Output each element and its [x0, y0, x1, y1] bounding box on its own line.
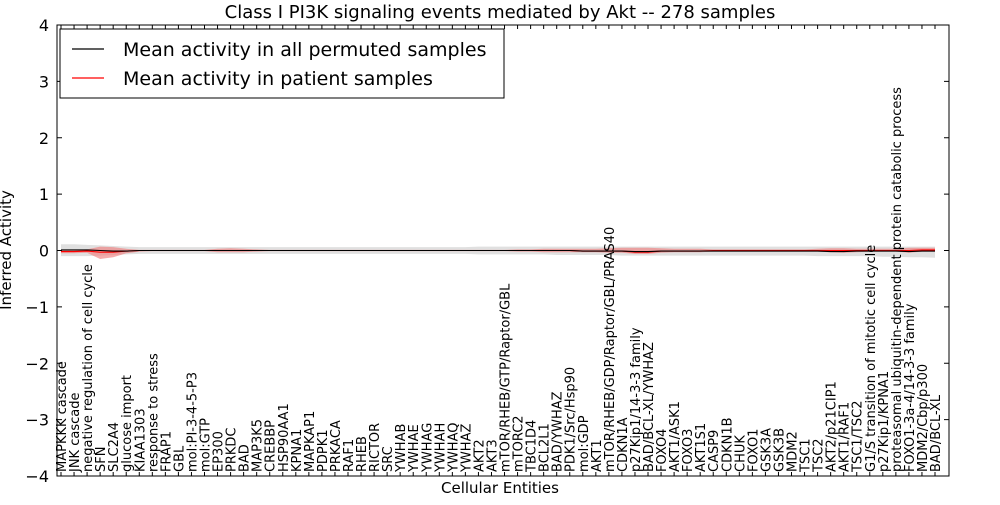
x-category-label: TSC2: [812, 438, 827, 473]
x-category-label: AKT3: [486, 439, 501, 472]
y-tick-label: 1: [39, 185, 49, 204]
x-category-label: AKT1: [590, 439, 605, 472]
x-category-label: GSK3A: [759, 428, 774, 472]
y-tick-label: 3: [39, 72, 49, 91]
series-lines: [61, 249, 935, 253]
x-category-label: YWHAH: [433, 423, 448, 473]
x-category-label: mol:GTP: [199, 418, 214, 472]
x-category-label: mol:PI-3-4-5-P3: [185, 372, 200, 472]
x-category-label: G1/S transition of mitotic cell cycle: [864, 245, 879, 472]
x-category-label: RAF1: [342, 439, 357, 472]
x-category-label: AKT1/ASK1: [668, 401, 683, 472]
y-tick-label: −1: [25, 298, 49, 317]
x-category-label: FOXO1: [746, 429, 761, 472]
y-tick-label: 4: [39, 16, 49, 35]
x-category-label: mTORC2: [512, 415, 527, 472]
x-category-label: MAPKAP1: [303, 411, 318, 472]
x-category-label: YWHAE: [407, 424, 422, 473]
x-category-label: negative regulation of cell cycle: [81, 264, 96, 472]
x-category-label: glucose import: [120, 375, 135, 472]
x-category-label: CREBBP: [264, 420, 279, 472]
x-category-label: proteasomal ubiquitin-dependent protein …: [890, 87, 905, 472]
x-category-label: GSK3B: [773, 428, 788, 472]
x-category-label: AKT2: [472, 439, 487, 472]
x-category-label: YWHAG: [420, 423, 435, 473]
x-category-label: response to stress: [146, 353, 161, 472]
x-axis-label: Cellular Entities: [441, 479, 559, 497]
x-category-label: PRKACA: [329, 420, 344, 472]
x-category-label: MDM2/Cbp/p300: [916, 364, 931, 472]
x-category-label: FOXO3: [681, 429, 696, 472]
legend: Mean activity in all permuted samples Me…: [59, 28, 505, 99]
legend-box: [59, 28, 505, 99]
x-category-label: YWHAZ: [459, 424, 474, 473]
legend-label-patient: Mean activity in patient samples: [123, 68, 433, 90]
x-category-label: KPNA1: [290, 429, 305, 472]
y-tick-label: 0: [39, 242, 49, 261]
y-axis: −4 −3 −2 −1 0 1 2 3 4: [25, 16, 949, 486]
x-category-label: KIAA1303: [133, 408, 148, 472]
x-category-label: TSC1/TSC2: [851, 401, 866, 473]
chart-title: Class I PI3K signaling events mediated b…: [225, 2, 776, 23]
x-category-label: AKT1/RAF1: [838, 402, 853, 472]
x-category-label: CASP9: [707, 430, 722, 472]
x-category-label: p27Kip1/KPNA1: [877, 371, 892, 472]
x-category-label: CHUK: [733, 435, 748, 472]
x-axis: [60, 25, 936, 476]
y-tick-label: −2: [25, 354, 49, 373]
legend-label-permuted: Mean activity in all permuted samples: [123, 39, 486, 61]
x-category-label: HSP90AA1: [277, 403, 292, 472]
x-category-label: JNK cascade: [68, 393, 83, 473]
x-category-label: PDPK1: [316, 430, 331, 473]
x-category-label: TSC1: [799, 438, 814, 473]
x-category-label: BAD/BCL-XL/YWHAZ: [642, 342, 657, 472]
x-category-label: GBL: [172, 445, 187, 472]
x-category-label: mol:GDP: [577, 415, 592, 472]
y-tick-label: −4: [25, 467, 49, 486]
x-category-label: BAD: [238, 444, 253, 472]
permuted-mean-line: [61, 249, 935, 253]
x-category-label: YWHAB: [394, 424, 409, 473]
x-category-label: TBC1D4: [525, 420, 540, 473]
x-category-label: FOXO4: [655, 429, 670, 472]
x-category-label: p27Kip1/14-3-3 family: [629, 327, 644, 472]
x-category-label: MAPKKK cascade: [55, 361, 70, 472]
y-axis-label: Inferred Activity: [0, 190, 15, 310]
patient-band: [61, 246, 935, 259]
x-category-label: FOXO1-3a-4/14-3-3 family: [903, 303, 918, 472]
x-category-label: YWHAQ: [446, 423, 461, 473]
x-category-label: SRC: [381, 446, 396, 472]
x-category-label: MAP3K5: [251, 419, 266, 472]
x-category-label: RICTOR: [368, 423, 383, 472]
x-category-label: CDKN1B: [720, 417, 735, 472]
x-category-label: mTOR/RHEB/GTP/Raptor/GBL: [499, 283, 514, 472]
x-category-label: PRKDC: [225, 428, 240, 472]
x-category-label: AKT2/p21CIP1: [825, 381, 840, 472]
x-category-label: MDM2: [786, 431, 801, 472]
x-category-label: SLC2A4: [107, 422, 122, 472]
x-category-label: BAD/BCL-XL: [929, 394, 944, 472]
x-category-label: BCL2L1: [538, 423, 553, 472]
x-category-label: PDK1/Src/Hsp90: [564, 367, 579, 472]
x-category-label: RHEB: [355, 436, 370, 472]
x-category-label: CDKN1A: [616, 417, 631, 472]
x-category-label: mTOR/RHEB/GDP/Raptor/GBL/PRAS40: [603, 227, 618, 472]
y-tick-label: 2: [39, 129, 49, 148]
x-category-label: AKT1S1: [694, 423, 709, 472]
y-tick-label: −3: [25, 411, 49, 430]
x-category-label: SFN: [94, 447, 109, 472]
x-category-label: BAD/YWHAZ: [551, 391, 566, 472]
x-category-label: EP300: [212, 431, 227, 472]
x-category-label: FRAP1: [159, 431, 174, 472]
